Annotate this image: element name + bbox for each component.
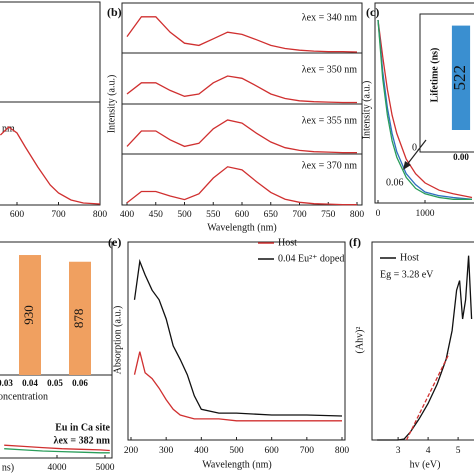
bar — [451, 25, 471, 131]
panel-label: (c) — [366, 5, 379, 19]
x-tick-label: 550 — [206, 210, 221, 220]
series-line — [133, 258, 343, 417]
annotation: 0.06 — [386, 177, 404, 188]
x-tick-label: 1000 — [415, 209, 434, 219]
x-tick-label: 400 — [120, 210, 135, 220]
x-tick-label: 700 — [292, 210, 307, 220]
plot-frame — [0, 241, 113, 459]
x-axis-label: Wavelength (nm) — [202, 459, 271, 470]
x-tick-label: 3 — [396, 446, 401, 456]
x-tick-label: 800 — [93, 210, 108, 220]
panel-label: (f) — [349, 235, 361, 249]
series-line — [377, 19, 472, 200]
y-axis-label: Intensity (a.u.) — [361, 81, 372, 140]
bar — [19, 255, 41, 375]
y-axis-label: (Ahv)² — [354, 327, 365, 354]
arrow-head — [403, 161, 411, 170]
y-axis-label: Intensity (a.u.) — [106, 75, 117, 134]
x-tick-label: 0.00 — [453, 152, 469, 162]
series-line — [405, 353, 450, 441]
annotation: Eg = 3.28 eV — [380, 269, 434, 280]
value-label: 878 — [71, 309, 86, 329]
value-label: 930 — [21, 305, 36, 325]
series-line — [133, 351, 342, 422]
x-tick-label: 700 — [51, 210, 66, 220]
series-line — [0, 126, 101, 205]
x-tick-label: 650 — [264, 210, 279, 220]
x-tick-label: 300 — [159, 446, 174, 456]
series-line — [126, 119, 357, 154]
legend-label: Host — [278, 237, 297, 248]
plot-frame — [0, 1, 101, 206]
annotation: Eu in Ca site — [55, 422, 110, 433]
panel-label: (e) — [108, 235, 121, 249]
y-axis-label: Lifetime (ns) — [429, 48, 440, 103]
x-tick-label: 4000 — [48, 463, 67, 473]
x-tick-label: 200 — [124, 446, 139, 456]
x-tick-label: 600 — [235, 210, 250, 220]
x-tick-label: 750 — [321, 210, 336, 220]
legend-label: Host — [400, 252, 419, 263]
x-tick-label: 450 — [149, 210, 164, 220]
series-line — [377, 19, 473, 199]
x-tick-label: 5000 — [96, 463, 115, 473]
x-tick-label: 5 — [456, 446, 461, 456]
arrow — [403, 139, 427, 170]
x-tick-label: 700 — [300, 446, 315, 456]
bar — [69, 261, 91, 375]
x-tick-label: 500 — [229, 446, 244, 456]
legend-label: 0.04 Eu²⁺ doped — [278, 253, 344, 264]
annotation: λex = 355 nm — [302, 115, 357, 126]
series-line — [126, 16, 358, 53]
x-tick-label: 0.04 — [22, 378, 38, 388]
x-tick-label: 0 — [376, 209, 381, 219]
annotation: λex = 340 nm — [302, 12, 357, 23]
annotation: λex = 350 nm — [302, 64, 357, 75]
series-line — [126, 75, 357, 104]
x-tick-label: 0.03 — [0, 378, 13, 388]
y-axis-label: Absorption (a.u.) — [112, 306, 123, 375]
annotation: λex = 382 nm — [54, 435, 111, 446]
arrow-shaft — [405, 139, 427, 167]
series-line — [377, 255, 473, 441]
plot-frame — [371, 241, 474, 441]
x-axis-label: oncentration — [0, 391, 48, 402]
x-tick-label: 800 — [350, 210, 365, 220]
x-axis-label: ns) — [2, 462, 14, 473]
x-tick-label: 0.05 — [47, 378, 63, 388]
plot-frame — [374, 2, 474, 204]
annotation: λex = 370 nm — [302, 160, 357, 171]
series-line — [4, 444, 110, 452]
series-line — [4, 448, 110, 454]
x-tick-label: 4 — [426, 446, 431, 456]
annotation: nm — [2, 123, 15, 134]
x-axis-label: Wavelength (nm) — [207, 222, 276, 233]
panel-label: (b) — [107, 5, 122, 19]
x-tick-label: 800 — [335, 446, 350, 456]
x-tick-label: 0.06 — [72, 378, 88, 388]
x-tick-label: 600 — [265, 446, 280, 456]
series-line — [126, 166, 357, 206]
x-axis-label: hv (eV) — [410, 459, 441, 470]
value-label: 522 — [450, 65, 469, 91]
x-tick-label: 500 — [177, 210, 192, 220]
x-tick-label: 400 — [194, 446, 209, 456]
x-tick-label: 600 — [10, 210, 25, 220]
series-line — [377, 19, 473, 200]
